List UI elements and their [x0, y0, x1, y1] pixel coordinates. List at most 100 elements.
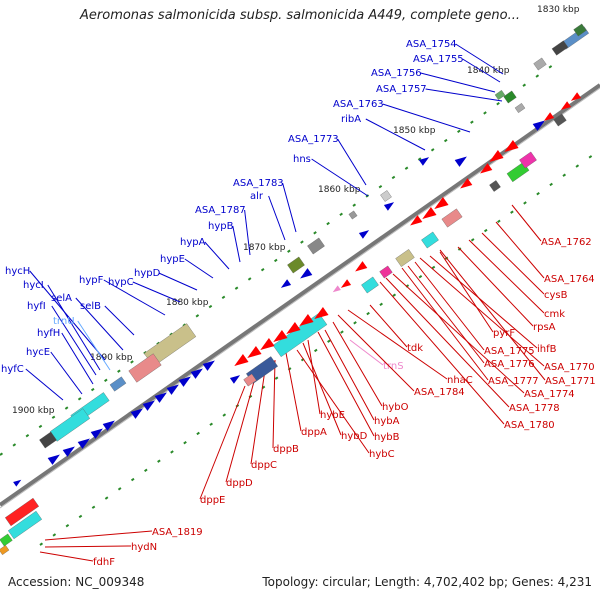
- gene-label[interactable]: ASA_1756: [371, 68, 422, 79]
- gene-label[interactable]: hycI: [23, 280, 44, 291]
- gene-label[interactable]: ASA_1778: [509, 403, 560, 414]
- gene-label[interactable]: hyfI: [27, 301, 46, 312]
- feature-arrow[interactable]: [331, 285, 341, 294]
- feature-arrow[interactable]: [353, 261, 368, 275]
- feature-arrow[interactable]: [130, 405, 146, 419]
- gene-label[interactable]: hybA: [374, 416, 400, 427]
- feature-block[interactable]: [380, 190, 392, 202]
- feature-block[interactable]: [49, 408, 91, 442]
- feature-block[interactable]: [4, 497, 40, 527]
- feature-arrow[interactable]: [279, 279, 292, 290]
- gene-label[interactable]: hypE: [160, 254, 185, 265]
- gene-label[interactable]: ASA_1787: [195, 205, 246, 216]
- gene-label[interactable]: dppE: [200, 495, 225, 506]
- gene-label[interactable]: trnU: [53, 316, 75, 327]
- feature-block[interactable]: [287, 256, 305, 274]
- feature-arrow[interactable]: [311, 306, 329, 323]
- gene-label[interactable]: hybD: [341, 431, 368, 442]
- gene-label[interactable]: rpsA: [533, 322, 556, 333]
- feature-arrow[interactable]: [431, 196, 449, 213]
- gene-label[interactable]: hypA: [180, 237, 206, 248]
- feature-arrow[interactable]: [190, 365, 206, 379]
- gene-label[interactable]: pyrF: [493, 328, 515, 339]
- gene-label[interactable]: ASA_1776: [484, 359, 535, 370]
- feature-block[interactable]: [128, 353, 162, 383]
- feature-block[interactable]: [421, 231, 439, 249]
- gene-label[interactable]: nhaC: [447, 375, 473, 386]
- feature-block[interactable]: [348, 210, 358, 220]
- feature-arrow[interactable]: [47, 451, 63, 465]
- feature-block[interactable]: [514, 103, 526, 113]
- gene-label[interactable]: hybB: [374, 432, 400, 443]
- gene-label[interactable]: ASA_1757: [376, 84, 427, 95]
- gene-label[interactable]: dppB: [273, 444, 299, 455]
- feature-block[interactable]: [395, 249, 415, 267]
- gene-label[interactable]: hybO: [382, 402, 409, 413]
- gene-label[interactable]: dppA: [301, 427, 327, 438]
- feature-block[interactable]: [39, 431, 57, 449]
- gene-label[interactable]: trnS: [383, 361, 404, 372]
- gene-label[interactable]: ASA_1774: [524, 389, 575, 400]
- gene-label[interactable]: hycE: [26, 347, 50, 358]
- gene-label[interactable]: ASA_1773: [288, 134, 339, 145]
- gene-label[interactable]: cmk: [544, 309, 565, 320]
- feature-block[interactable]: [361, 276, 379, 294]
- gene-label[interactable]: ASA_1819: [152, 527, 203, 538]
- feature-arrow[interactable]: [178, 373, 194, 387]
- gene-label[interactable]: ASA_1770: [544, 362, 595, 373]
- gene-label[interactable]: hycH: [5, 266, 30, 277]
- feature-block[interactable]: [0, 533, 13, 547]
- gene-label[interactable]: ASA_1780: [504, 420, 555, 431]
- feature-block[interactable]: [109, 376, 127, 392]
- feature-arrow[interactable]: [244, 345, 262, 362]
- feature-arrow[interactable]: [166, 381, 182, 395]
- feature-block[interactable]: [494, 90, 506, 100]
- feature-arrow[interactable]: [454, 153, 470, 167]
- feature-block[interactable]: [0, 545, 10, 555]
- feature-arrow[interactable]: [202, 357, 218, 371]
- feature-arrow[interactable]: [478, 163, 493, 177]
- gene-label[interactable]: cysB: [544, 290, 568, 301]
- feature-block[interactable]: [7, 510, 43, 540]
- feature-arrow[interactable]: [296, 313, 314, 330]
- gene-label[interactable]: ASA_1755: [413, 54, 464, 65]
- feature-block[interactable]: [307, 237, 325, 255]
- gene-label[interactable]: hns: [293, 154, 311, 165]
- gene-label[interactable]: selA: [51, 293, 72, 304]
- feature-arrow[interactable]: [102, 417, 118, 431]
- feature-block[interactable]: [441, 208, 463, 228]
- feature-arrow[interactable]: [569, 92, 582, 103]
- feature-block[interactable]: [379, 265, 393, 279]
- feature-arrow[interactable]: [154, 389, 170, 403]
- gene-label[interactable]: ASA_1784: [414, 387, 465, 398]
- feature-block[interactable]: [243, 373, 257, 387]
- feature-arrow[interactable]: [458, 178, 473, 192]
- feature-arrow[interactable]: [532, 117, 548, 131]
- feature-block[interactable]: [551, 40, 569, 56]
- feature-arrow[interactable]: [501, 139, 519, 156]
- gene-label[interactable]: hypD: [134, 268, 161, 279]
- feature-arrow[interactable]: [358, 227, 371, 239]
- feature-arrow[interactable]: [418, 154, 431, 166]
- feature-arrow[interactable]: [559, 101, 572, 112]
- gene-label[interactable]: selB: [80, 301, 101, 312]
- feature-arrow[interactable]: [257, 337, 275, 354]
- gene-label[interactable]: fdhF: [93, 557, 115, 568]
- feature-block[interactable]: [503, 90, 517, 104]
- feature-arrow[interactable]: [142, 397, 158, 411]
- feature-block[interactable]: [573, 23, 587, 37]
- gene-label[interactable]: alr: [250, 191, 264, 202]
- feature-arrow[interactable]: [542, 112, 555, 123]
- feature-arrow[interactable]: [339, 279, 352, 290]
- feature-block[interactable]: [489, 180, 501, 192]
- gene-label[interactable]: hyfC: [1, 364, 24, 375]
- gene-label[interactable]: hydN: [131, 542, 157, 553]
- gene-label[interactable]: ihfB: [537, 344, 557, 355]
- feature-arrow[interactable]: [383, 199, 396, 211]
- gene-label[interactable]: hypC: [108, 277, 134, 288]
- feature-arrow[interactable]: [298, 268, 313, 282]
- feature-block[interactable]: [533, 57, 547, 71]
- gene-label[interactable]: ASA_1763: [333, 99, 384, 110]
- feature-arrow[interactable]: [90, 425, 106, 439]
